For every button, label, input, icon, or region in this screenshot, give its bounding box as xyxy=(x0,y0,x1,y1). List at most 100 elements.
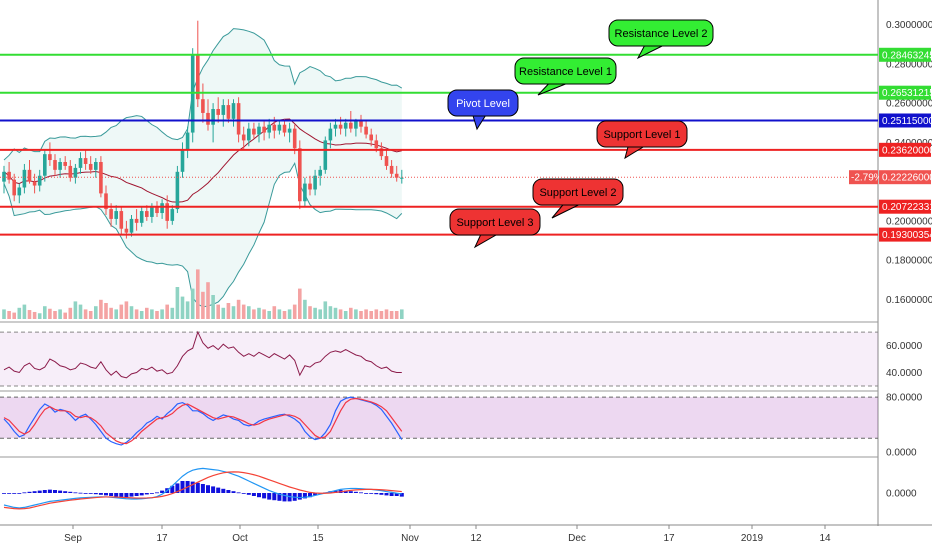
volume-bar xyxy=(292,304,297,319)
time-tick-label: 17 xyxy=(156,533,168,544)
candle-body xyxy=(257,126,261,135)
candle-body xyxy=(129,218,134,233)
macd-histogram-bar xyxy=(63,491,68,493)
volume-bar xyxy=(389,311,394,319)
volume-bar xyxy=(37,313,42,319)
callout-label: Pivot Level xyxy=(456,98,510,110)
candle-body xyxy=(384,156,389,166)
candle-body xyxy=(73,167,78,178)
volume-bar xyxy=(354,309,358,319)
volume-bar xyxy=(379,311,384,319)
candle-body xyxy=(139,211,144,223)
candle-body xyxy=(104,193,108,210)
volume-bar xyxy=(114,309,118,319)
macd-histogram-bar xyxy=(124,493,129,498)
volume-bar xyxy=(43,306,47,319)
macd-histogram-bar xyxy=(399,493,404,497)
macd-histogram-bar xyxy=(175,483,180,493)
volume-bar xyxy=(27,310,32,319)
level-price-badge xyxy=(879,113,931,128)
callout-label: Support Level 3 xyxy=(456,217,533,229)
volume-bar xyxy=(338,309,343,319)
volume-bar xyxy=(175,287,180,319)
level-price-badge xyxy=(879,85,931,100)
rsi-band xyxy=(0,332,878,386)
volume-bar xyxy=(165,304,169,319)
macd-histogram-bar xyxy=(155,492,159,494)
callout-body xyxy=(596,120,688,148)
candle-body xyxy=(43,154,47,176)
level-callout-bubble: Pivot Level xyxy=(447,89,519,131)
macd-histogram-bar xyxy=(47,489,52,493)
candle-body xyxy=(145,211,149,217)
macd-histogram-bar xyxy=(308,493,312,498)
macd-histogram-bar xyxy=(27,491,32,493)
volume-bar xyxy=(2,309,6,319)
candle-body xyxy=(267,124,271,133)
volume-bar xyxy=(328,306,333,319)
volume-bar xyxy=(196,269,200,319)
current-price-label: 0.22226000 xyxy=(882,173,932,184)
time-tick-label: 14 xyxy=(819,533,831,544)
macd-signal-line xyxy=(3,471,402,510)
macd-histogram-bar xyxy=(170,485,175,493)
candle-body xyxy=(287,128,292,133)
callout-body xyxy=(447,89,519,117)
rsi-tick-label: 60.0000 xyxy=(886,341,923,352)
level-callout-bubble: Support Level 2 xyxy=(532,178,624,219)
volume-bar xyxy=(349,307,353,319)
volume-bar xyxy=(247,306,251,319)
volume-bar xyxy=(298,288,302,319)
macd-histogram-bar xyxy=(384,493,389,496)
candle-body xyxy=(27,169,32,182)
time-tick-label: 2019 xyxy=(741,533,764,544)
candle-body xyxy=(48,154,52,161)
macd-histogram-bar xyxy=(53,490,57,493)
candle-body xyxy=(374,140,379,149)
candle-body xyxy=(277,124,282,131)
volume-bar xyxy=(364,309,368,319)
volume-bar xyxy=(318,309,322,319)
stoch-tick-label: 80.0000 xyxy=(886,393,923,404)
candle-body xyxy=(216,109,220,115)
macd-histogram-bar xyxy=(180,481,185,493)
candle-body xyxy=(241,134,246,141)
level-price-badge xyxy=(879,227,931,242)
volume-bar xyxy=(359,311,363,319)
macd-histogram-bar xyxy=(73,492,78,494)
price-axis-area xyxy=(878,0,932,550)
candle-body xyxy=(83,158,88,164)
candle-body xyxy=(134,218,139,223)
bollinger-fill xyxy=(4,28,402,307)
candle-body xyxy=(292,128,297,149)
volume-bar xyxy=(73,301,78,319)
candle-body xyxy=(94,162,98,170)
candle-body xyxy=(211,109,215,125)
level-price-badge xyxy=(879,142,931,157)
candle-body xyxy=(165,203,169,221)
candle-body xyxy=(124,228,129,233)
candle-body xyxy=(53,160,57,170)
macd-histogram-bar xyxy=(272,493,277,501)
volume-bar xyxy=(343,311,348,319)
volume-bar xyxy=(145,307,149,319)
macd-tick-label: 0.0000 xyxy=(886,489,917,500)
stoch-line-d xyxy=(3,397,403,445)
candle-body xyxy=(318,169,322,176)
current-price-badge xyxy=(879,170,931,185)
candle-body xyxy=(78,158,83,168)
volume-bar xyxy=(7,311,11,319)
macd-histogram-bar xyxy=(206,485,210,493)
callout-label: Support Level 2 xyxy=(539,187,616,199)
macd-histogram-bar xyxy=(129,493,134,497)
volume-bar xyxy=(282,311,287,319)
macd-histogram-bar xyxy=(353,491,358,493)
volume-bar xyxy=(231,306,236,319)
candle-body xyxy=(272,124,277,131)
candle-body xyxy=(114,211,118,219)
